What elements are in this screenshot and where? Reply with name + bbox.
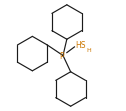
Text: HS: HS (75, 41, 86, 50)
Text: H: H (86, 48, 91, 53)
Text: P: P (60, 52, 64, 61)
